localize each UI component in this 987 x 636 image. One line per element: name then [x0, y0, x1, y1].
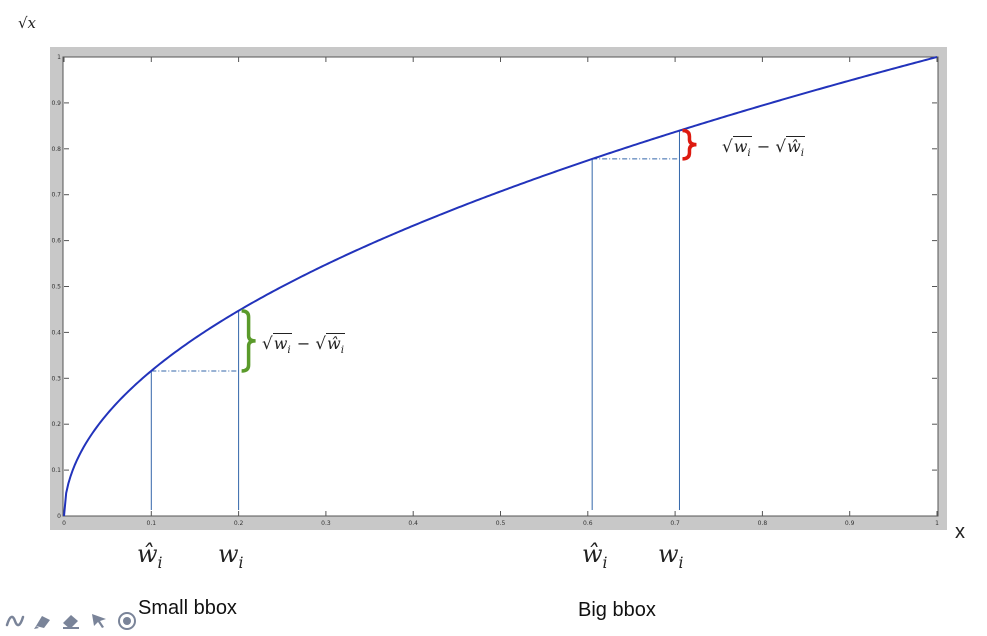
x-axis-label: x — [955, 521, 965, 543]
x-tick-label: 0.8 — [758, 520, 768, 527]
y-tick-label: 0.3 — [51, 375, 61, 382]
small-bbox-caption: Small bbox — [138, 597, 237, 619]
big-w-label: wi — [658, 540, 684, 572]
y-tick-label: 0.9 — [51, 100, 61, 107]
small-w-hat-label: ŵi — [137, 540, 163, 572]
x-tick-label: 0.9 — [845, 520, 855, 527]
big-bbox-caption: Big bbox — [578, 599, 656, 621]
annotation-toolbar — [4, 610, 138, 632]
sqrt-curve — [63, 56, 938, 517]
y-tick-label: 0.1 — [51, 467, 61, 474]
eraser-icon[interactable] — [60, 610, 82, 632]
y-axis-label: √x — [18, 14, 37, 32]
y-tick-label: 1 — [57, 54, 61, 61]
x-tick-label: 0.5 — [496, 520, 506, 527]
small-difference-formula: √wi − √ŵi — [262, 333, 346, 357]
x-tick-label: 0 — [62, 520, 66, 527]
pen-curve-icon[interactable] — [4, 610, 26, 632]
plot-area — [62, 56, 939, 517]
difference-braces — [241, 128, 697, 373]
x-tick-label: 0.3 — [321, 520, 331, 527]
x-tick-label: 0.7 — [670, 520, 680, 527]
highlighter-icon[interactable] — [32, 610, 54, 632]
big-difference-formula: √wi − √ŵi — [722, 136, 806, 160]
y-tick-label: 0.8 — [51, 146, 61, 153]
laser-pointer-icon[interactable] — [116, 610, 138, 632]
y-tick-label: 0.5 — [51, 284, 61, 291]
big-difference-brace — [682, 128, 697, 161]
big-w-hat-label: ŵi — [582, 540, 608, 572]
small-difference-brace — [241, 309, 256, 373]
y-tick-label: 0 — [57, 513, 61, 520]
guide-lines — [150, 130, 680, 510]
y-tick-label: 0.4 — [51, 329, 61, 336]
y-tick-label: 0.7 — [51, 192, 61, 199]
axis-ticks: 0 0.1 0.2 0.3 0.4 0.5 0.6 0.7 0.8 0.9 1 0 0.1 0.2 0.3 0… — [51, 54, 939, 527]
x-tick-label: 0.2 — [234, 520, 244, 527]
pointer-arrow-icon[interactable] — [88, 610, 110, 632]
x-tick-label: 1 — [935, 520, 939, 527]
x-tick-label: 0.6 — [583, 520, 593, 527]
x-tick-label: 0.1 — [147, 520, 157, 527]
small-w-label: wi — [218, 540, 244, 572]
x-tick-label: 0.4 — [408, 520, 418, 527]
y-tick-label: 0.2 — [51, 421, 61, 428]
y-tick-label: 0.6 — [51, 238, 61, 245]
